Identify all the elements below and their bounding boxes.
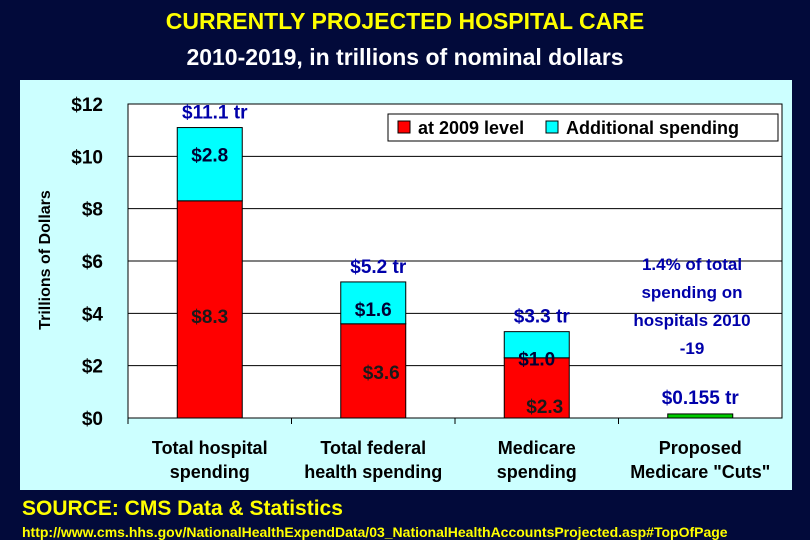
- bar-additional-spending: [340, 281, 407, 325]
- data-label: $2.3: [526, 397, 563, 418]
- y-tick-label: $2: [82, 357, 103, 378]
- annotation-text: 1.4% of total: [642, 255, 742, 274]
- y-tick-label: $8: [82, 200, 103, 221]
- bar-additional-spending: [176, 127, 243, 202]
- legend: [387, 113, 779, 142]
- data-label: $1.0: [518, 350, 555, 371]
- total-label: $0.155 tr: [662, 388, 740, 409]
- y-tick-label: $10: [71, 147, 103, 168]
- legend-label: at 2009 level: [418, 118, 524, 138]
- x-tick-label: Total hospital: [152, 438, 268, 458]
- x-tick-label: Medicare "Cuts": [630, 462, 770, 482]
- annotation-text: -19: [680, 339, 705, 358]
- bar-additional-spending: [503, 331, 570, 359]
- x-tick-label: health spending: [304, 462, 442, 482]
- legend-swatch: [397, 120, 411, 134]
- data-label: $1.6: [355, 300, 392, 321]
- x-tick-label: Total federal: [320, 438, 426, 458]
- annotation-text: hospitals 2010: [633, 311, 750, 330]
- x-tick-label: spending: [170, 462, 250, 482]
- total-label: $3.3 tr: [514, 307, 571, 328]
- annotation-text: spending on: [641, 283, 742, 302]
- y-tick-label: $12: [71, 95, 103, 116]
- x-tick-label: Medicare: [498, 438, 576, 458]
- source-text: SOURCE: CMS Data & Statistics: [22, 497, 343, 520]
- chart-title: CURRENTLY PROJECTED HOSPITAL CARE: [165, 8, 645, 34]
- bar-at-2009-level: [340, 323, 407, 419]
- total-label: $5.2 tr: [350, 257, 407, 278]
- legend-swatch: [545, 120, 559, 134]
- source-url[interactable]: http://www.cms.hhs.gov/NationalHealthExp…: [22, 524, 728, 540]
- y-axis-label: Trillions of Dollars: [37, 190, 54, 330]
- y-tick-label: $0: [82, 409, 103, 430]
- chart-subtitle: 2010-2019, in trillions of nominal dolla…: [186, 44, 624, 70]
- legend-label: Additional spending: [566, 118, 739, 138]
- total-label: $11.1 tr: [182, 103, 248, 124]
- data-label: $8.3: [191, 307, 228, 328]
- y-tick-label: $4: [82, 304, 104, 325]
- data-label: $3.6: [363, 363, 400, 384]
- bar-at-2009-level: [667, 413, 734, 419]
- x-tick-label: Proposed: [659, 438, 742, 458]
- y-tick-label: $6: [82, 252, 103, 273]
- bar-at-2009-level: [503, 357, 570, 419]
- x-tick-label: spending: [497, 462, 577, 482]
- bar-at-2009-level: [176, 200, 243, 419]
- data-label: $2.8: [191, 146, 228, 167]
